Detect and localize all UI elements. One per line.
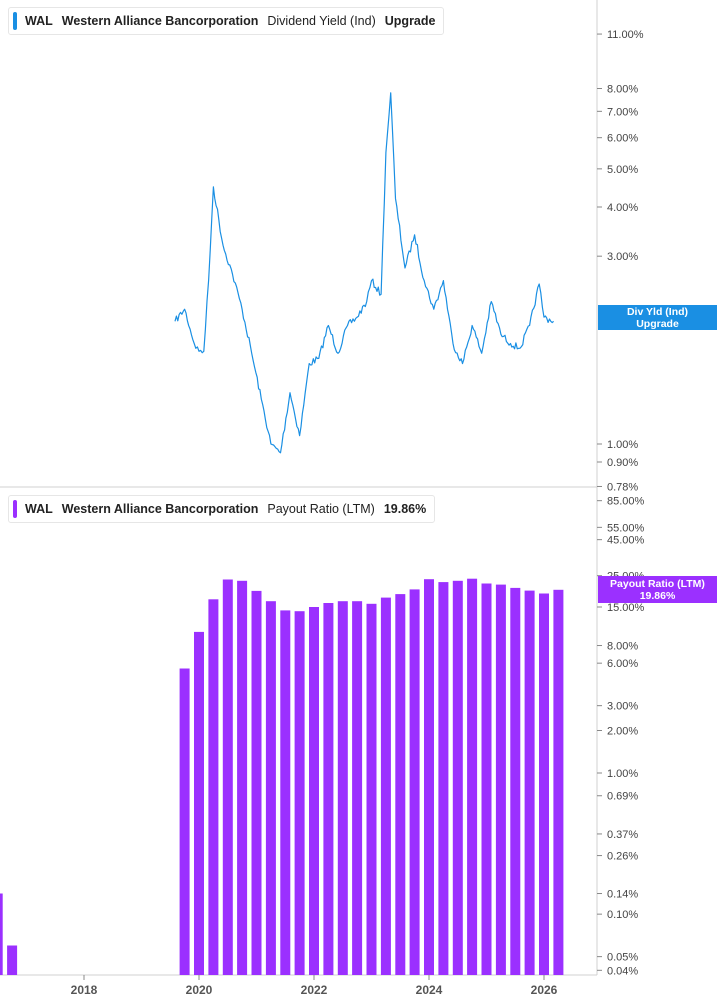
payout-ratio-bar [194, 631, 204, 975]
y-tick-label: 6.00% [607, 133, 638, 145]
payout-ratio-bar [337, 601, 348, 975]
dividend-yield-line [174, 92, 555, 454]
y-tick-label: 0.05% [607, 952, 638, 964]
payout-ratio-bar [222, 579, 233, 975]
y-tick-label: 0.90% [607, 457, 638, 469]
y-tick-label: 45.00% [607, 535, 645, 547]
y-tick-label: 3.00% [607, 251, 638, 263]
y-tick-label: 0.26% [607, 851, 638, 863]
payout-ratio-bar [251, 590, 262, 975]
y-tick-label: 0.69% [607, 791, 638, 803]
payout-ratio-bar [7, 945, 18, 975]
payout-ratio-bar [208, 599, 219, 975]
payout-ratio-bar [481, 583, 492, 975]
y-tick-label: 0.78% [607, 481, 638, 493]
payout-ratio-bar [467, 578, 478, 975]
payout-ratio-bar [438, 582, 449, 975]
bottom-chart-legend[interactable]: WAL Western Alliance Bancorporation Payo… [8, 495, 436, 523]
payout-ratio-bar [280, 610, 291, 975]
payout-ratio-bar [495, 584, 506, 975]
legend-metric: Dividend Yield (Ind) [267, 14, 376, 28]
y-tick-label: 3.00% [607, 701, 638, 713]
payout-ratio-bar [424, 579, 434, 975]
payout-ratio-bar [380, 597, 391, 975]
payout-ratio-bar [452, 580, 463, 975]
x-tick-label: 2022 [301, 983, 328, 997]
payout-ratio-bar [409, 589, 420, 975]
x-tick-label: 2020 [186, 983, 213, 997]
y-tick-label: 0.04% [607, 965, 638, 977]
payout-ratio-bar [366, 603, 377, 975]
y-tick-label: 0.37% [607, 829, 638, 841]
tag-value: Upgrade [636, 317, 679, 330]
payout-ratio-bar [524, 590, 535, 975]
payout-ratio-bar [265, 601, 276, 975]
y-tick-label: 55.00% [607, 522, 645, 534]
payout-ratio-bar [294, 611, 305, 975]
y-tick-label: 1.00% [607, 768, 638, 780]
x-tick-label: 2018 [71, 983, 98, 997]
upgrade-link[interactable]: Upgrade [384, 14, 436, 28]
payout-ratio-bar [179, 668, 190, 975]
legend-current-value: 19.86% [383, 502, 427, 516]
payout-ratio-bar [309, 607, 319, 975]
tag-value: 19.86% [639, 589, 676, 602]
payout-ratio-bar [237, 580, 248, 975]
x-tick-label: 2026 [531, 983, 558, 997]
legend-ticker: WAL [25, 502, 53, 516]
y-tick-label: 11.00% [607, 29, 644, 41]
top-chart-legend[interactable]: WAL Western Alliance Bancorporation Divi… [8, 7, 445, 35]
tag-label: Div Yld (Ind) [626, 305, 689, 318]
legend-metric: Payout Ratio (LTM) [267, 502, 375, 516]
payout-ratio-bar [352, 601, 363, 975]
y-tick-label: 0.14% [607, 889, 638, 901]
legend-color-swatch [13, 500, 17, 518]
payout-ratio-bar [0, 893, 3, 975]
payout-ratio-bar [510, 587, 521, 975]
payout-ratio-bar [553, 589, 564, 975]
legend-ticker: WAL [25, 14, 53, 28]
legend-company: Western Alliance Bancorporation [61, 502, 259, 516]
y-tick-label: 8.00% [607, 641, 638, 653]
y-tick-label: 15.00% [607, 602, 645, 614]
legend-company: Western Alliance Bancorporation [61, 14, 259, 28]
y-tick-label: 8.00% [607, 84, 638, 96]
dividend-yield-price-tag: Div Yld (Ind) Upgrade [598, 305, 717, 330]
x-tick-label: 2024 [416, 983, 443, 997]
payout-ratio-bar [539, 593, 549, 975]
y-tick-label: 7.00% [607, 106, 638, 118]
tag-label: Payout Ratio (LTM) [610, 577, 705, 590]
y-tick-label: 5.00% [607, 164, 638, 176]
y-tick-label: 4.00% [607, 202, 638, 214]
payout-ratio-bar [395, 594, 406, 975]
y-tick-label: 85.00% [607, 496, 645, 508]
y-tick-label: 0.10% [607, 909, 638, 921]
y-tick-label: 1.00% [607, 439, 638, 451]
legend-color-swatch [13, 12, 17, 30]
payout-ratio-bar [323, 603, 334, 975]
y-tick-label: 6.00% [607, 658, 638, 670]
y-tick-label: 2.00% [607, 726, 638, 738]
payout-ratio-price-tag: Payout Ratio (LTM) 19.86% [598, 576, 717, 603]
